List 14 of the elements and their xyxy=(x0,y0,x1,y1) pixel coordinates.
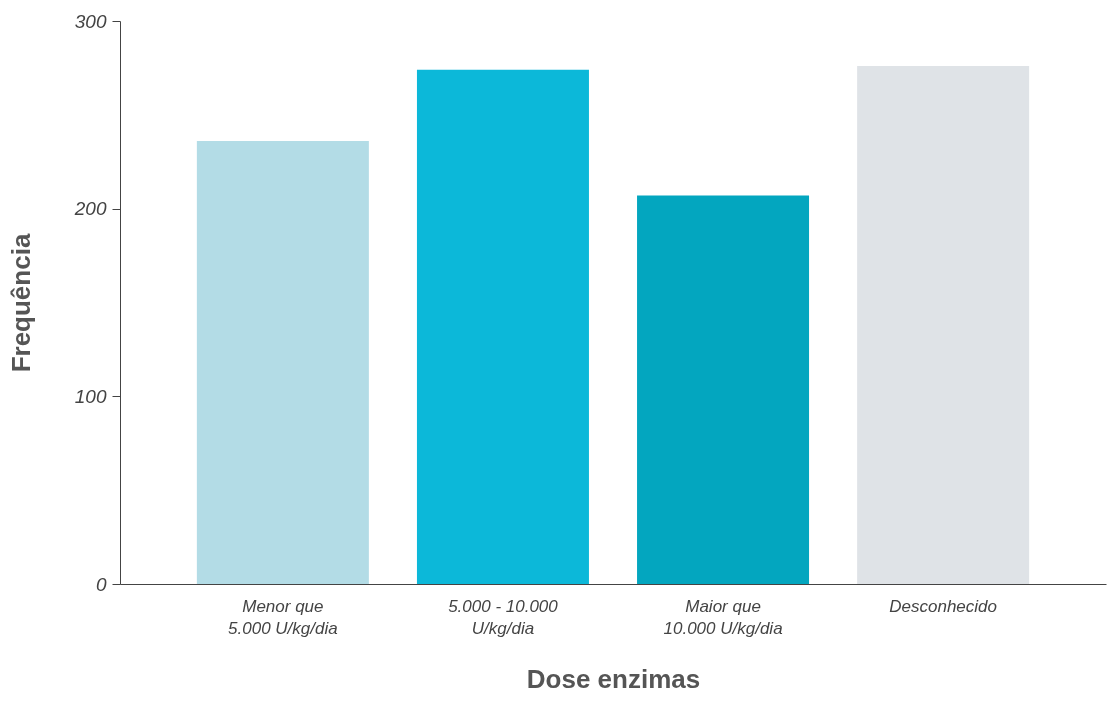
y-tick-label: 0 xyxy=(95,573,107,595)
bar xyxy=(196,141,369,584)
y-tick-label: 100 xyxy=(74,385,107,407)
x-tick-label: 5.000 - 10.000 U/kg/dia xyxy=(448,596,559,638)
y-tick-label: 300 xyxy=(74,10,107,32)
x-axis-title: Dose enzimas xyxy=(526,663,701,694)
y-axis-title: Frequência xyxy=(5,233,36,373)
y-tick-label: 200 xyxy=(73,198,107,220)
bar xyxy=(416,69,589,584)
x-tick-label: Desconhecido xyxy=(889,596,998,616)
bar xyxy=(637,195,810,584)
bar xyxy=(857,66,1030,584)
x-tick-label: Menor que 5.000 U/kg/dia xyxy=(228,596,338,638)
x-tick-label: Maior que 10.000 U/kg/dia xyxy=(663,596,783,638)
